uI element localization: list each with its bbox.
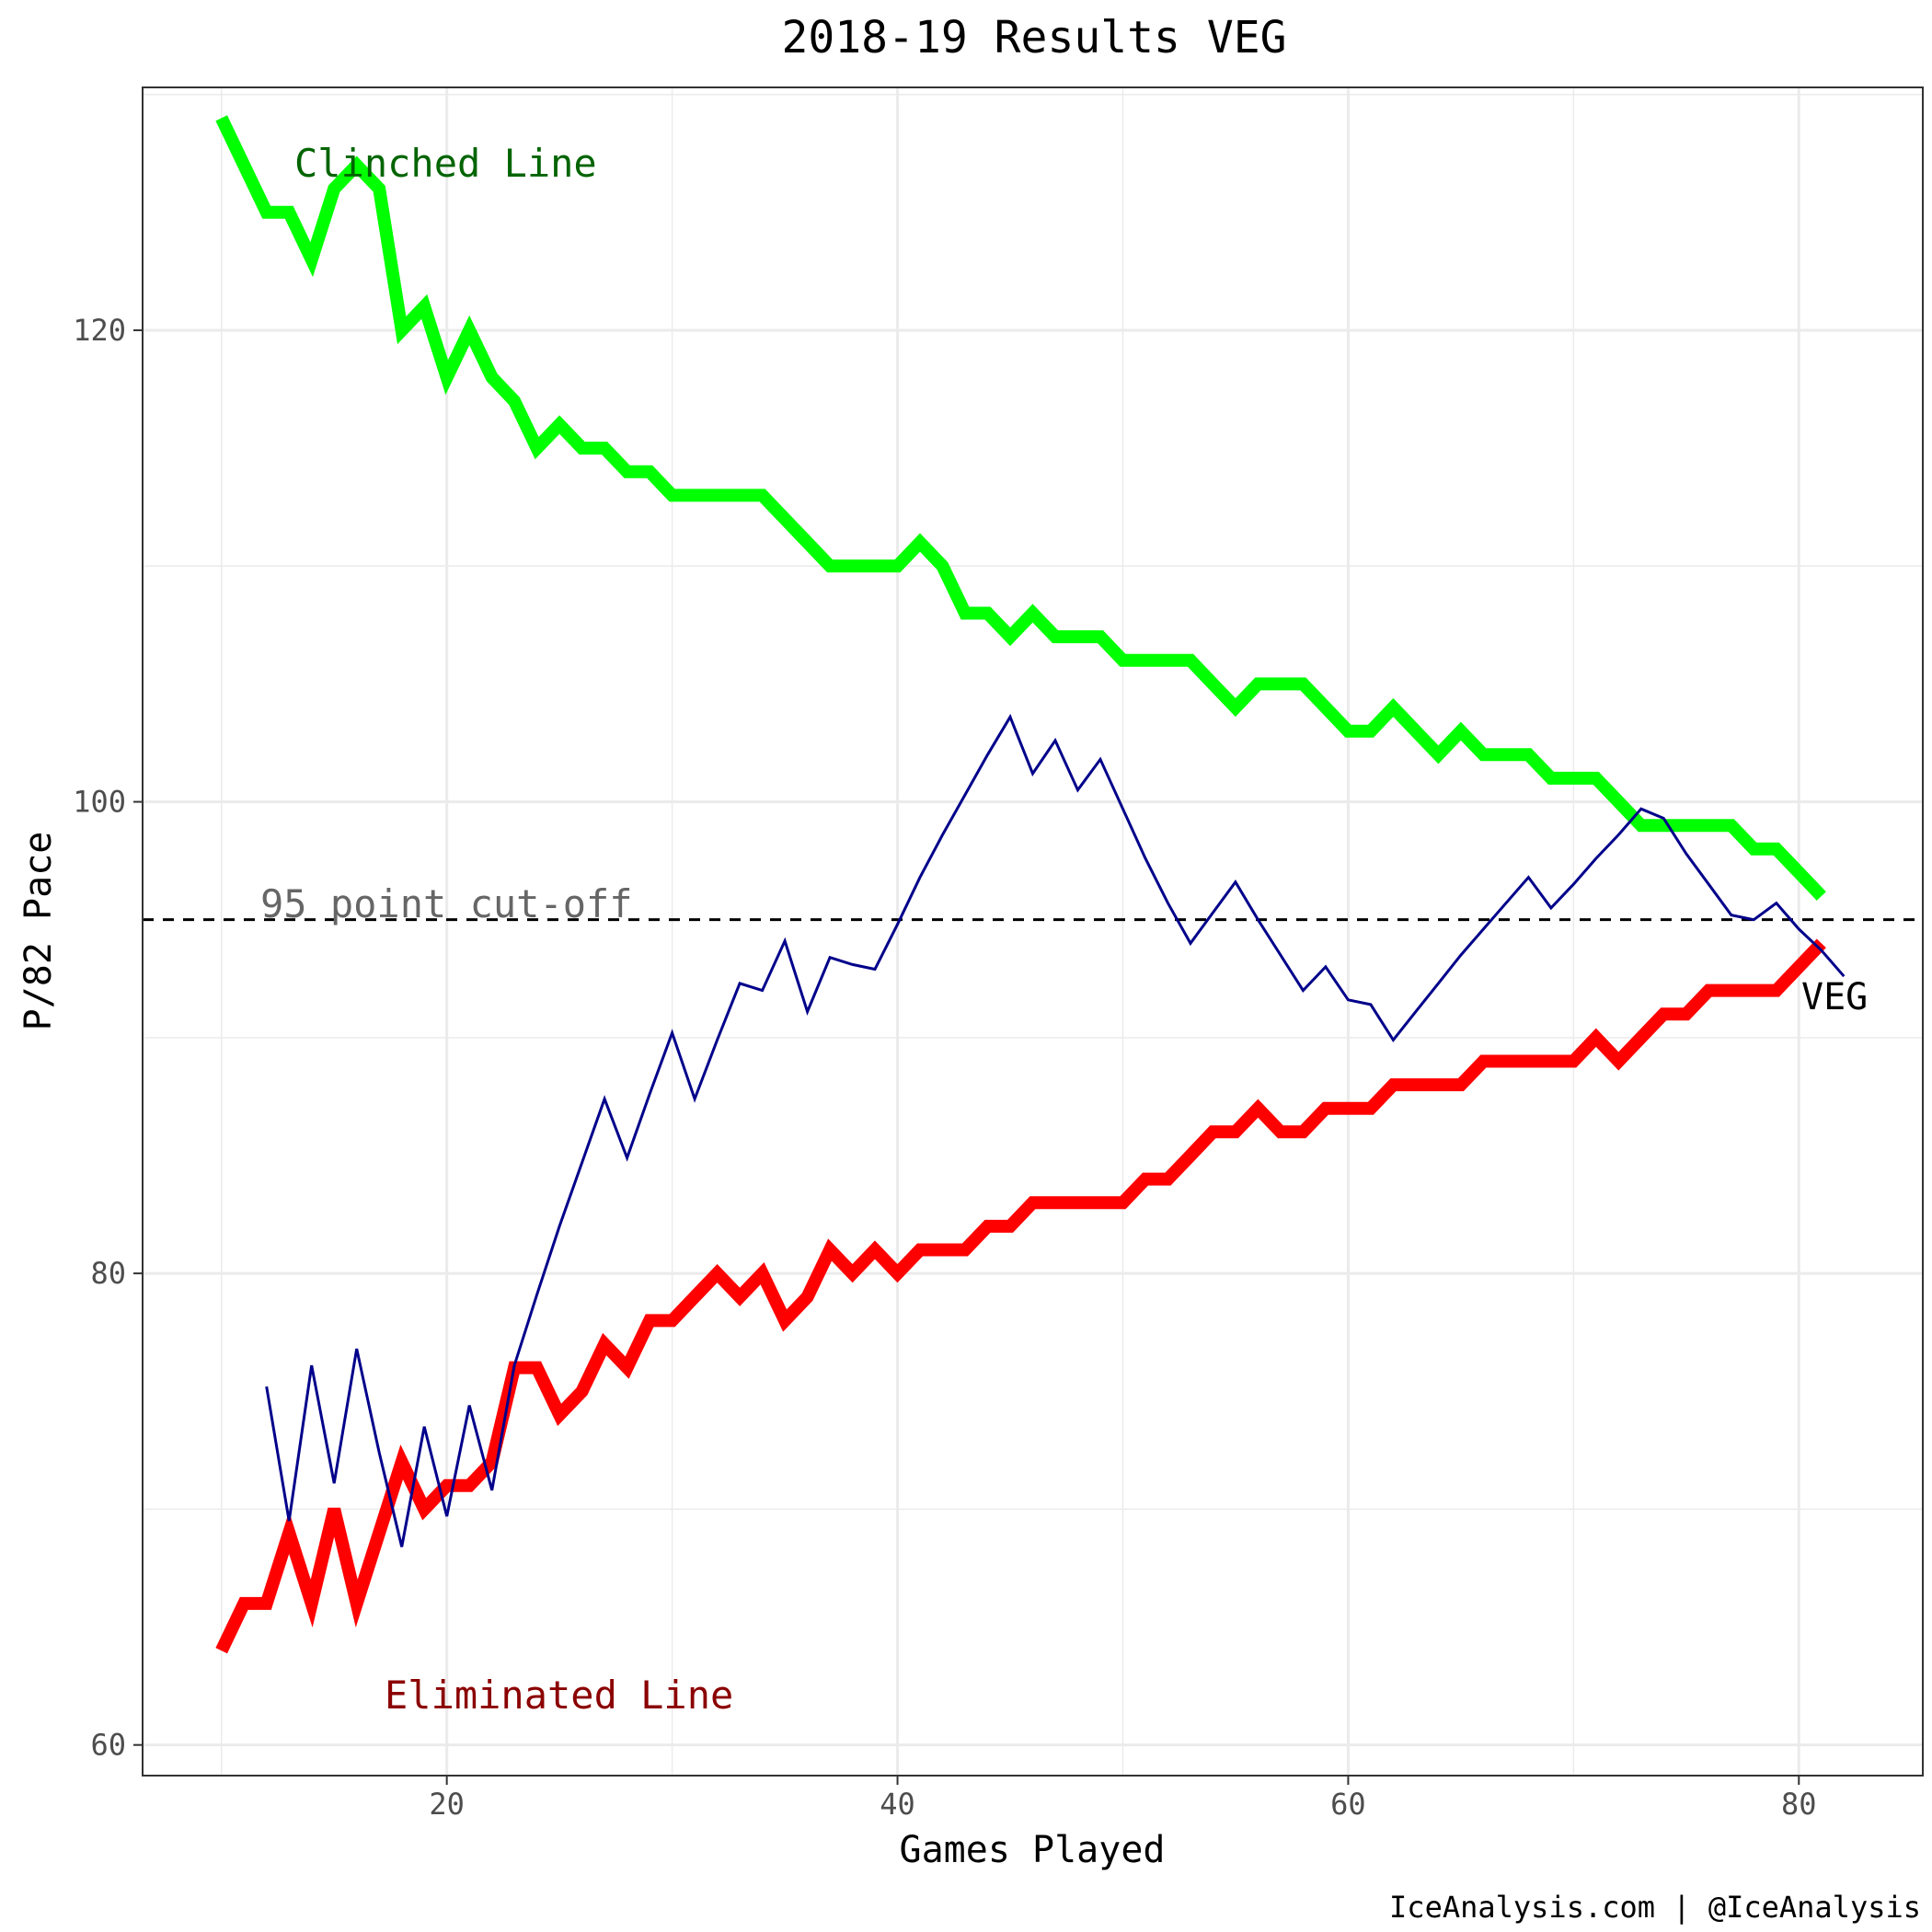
axis-layer: 20 40 60 80 60 80 100 120 [73, 313, 1816, 1822]
x-tick-label: 80 [1781, 1787, 1817, 1822]
eliminated-line-label: Eliminated Line [385, 1673, 733, 1718]
series-layer [215, 115, 1846, 1654]
chart-title: 2018-19 Results VEG [781, 12, 1286, 63]
plot-border [142, 86, 1924, 1777]
y-tick-label: 100 [73, 785, 126, 820]
x-tick-label: 20 [429, 1787, 465, 1822]
veg-series-line [265, 713, 1846, 1547]
credit-text: IceAnalysis.com | @IceAnalysis [1389, 1890, 1921, 1925]
eliminated-series-line [215, 938, 1826, 1654]
y-tick-label: 120 [73, 313, 126, 348]
y-tick-label: 60 [90, 1728, 126, 1763]
clinched-line-label: Clinched Line [294, 141, 597, 186]
veg-series-label: VEG [1801, 976, 1868, 1018]
y-tick-label: 80 [90, 1256, 126, 1291]
x-tick-label: 40 [880, 1787, 915, 1822]
annotation-layer: Clinched Line Eliminated Line 95 point cut… [260, 141, 1868, 1718]
grid-lines [143, 87, 1923, 1776]
x-tick-label: 60 [1330, 1787, 1366, 1822]
x-axis-label: Games Played [900, 1829, 1166, 1871]
y-axis-label: P/82 Pace [17, 832, 60, 1031]
clinched-series-line [215, 115, 1826, 901]
cutoff-label: 95 point cut-off [260, 881, 633, 926]
